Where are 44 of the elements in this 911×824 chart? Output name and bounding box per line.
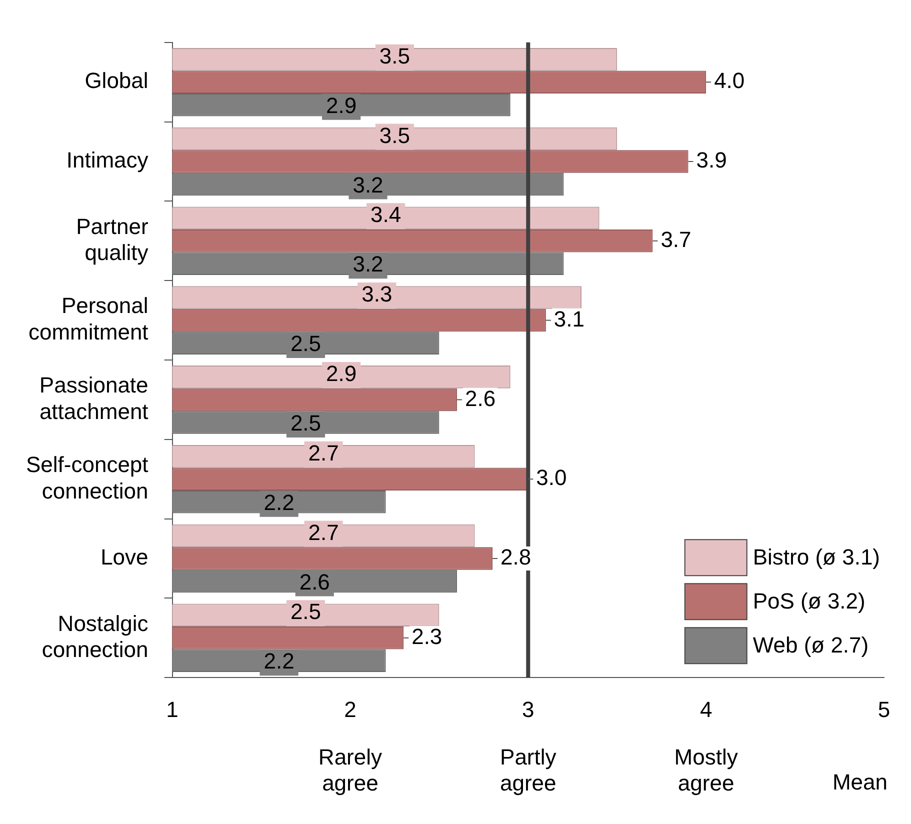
data-label: 3.5: [379, 43, 410, 68]
data-label: 3.7: [660, 226, 692, 252]
data-label: 3.0: [536, 465, 567, 490]
x-tick-label: 4: [700, 696, 712, 722]
data-label: 3.4: [370, 202, 402, 228]
data-label: 3.2: [352, 172, 384, 198]
legend-label: Bistro (ø 3.1): [752, 544, 880, 570]
data-label: 2.7: [308, 440, 339, 466]
legend-label: PoS (ø 3.2): [752, 588, 866, 614]
data-label: 3.5: [379, 122, 410, 148]
legend-label: Web (ø 2.7): [752, 632, 869, 658]
text: Partly agree: [500, 744, 556, 796]
data-label: 2.6: [299, 569, 330, 594]
y-tick-label: Intimacy: [66, 148, 148, 173]
y-tick-label: Love: [100, 544, 148, 570]
data-label: 2.2: [264, 648, 294, 674]
data-label: 2.7: [308, 520, 339, 545]
data-label: 2.8: [500, 544, 532, 570]
data-label: 2.5: [290, 599, 322, 624]
data-label: 2.6: [464, 386, 496, 411]
x-tick-label: 3: [522, 696, 534, 722]
x-axis-title: Mean: [832, 770, 888, 795]
data-label: 3.9: [696, 148, 727, 173]
y-tick-label: Passionate attachment: [39, 372, 148, 424]
x-tick-label: 5: [878, 696, 890, 722]
data-label: 4.0: [714, 68, 745, 94]
data-label: 2.2: [264, 490, 294, 515]
data-label: 2.3: [412, 624, 442, 649]
text: Rarely agree: [318, 744, 382, 796]
data-label: 3.1: [554, 306, 585, 332]
x-tick-label: 2: [344, 696, 356, 722]
data-label: 3.2: [352, 252, 384, 277]
data-label: 2.5: [290, 331, 322, 356]
data-label: 2.9: [326, 361, 357, 386]
y-tick-label: Partner quality: [76, 214, 148, 266]
x-tick-label: 1: [166, 696, 178, 722]
data-label: 2.9: [326, 92, 357, 118]
text: Mostly agree: [674, 744, 738, 796]
data-label: 3.3: [362, 282, 392, 307]
data-label: 2.5: [290, 410, 322, 436]
y-tick-label: Self-concept connection: [26, 452, 148, 504]
y-tick-label: Global: [84, 68, 148, 94]
y-tick-label: Nostalgic connection: [42, 610, 148, 662]
y-tick-label: Personal commitment: [28, 293, 148, 345]
